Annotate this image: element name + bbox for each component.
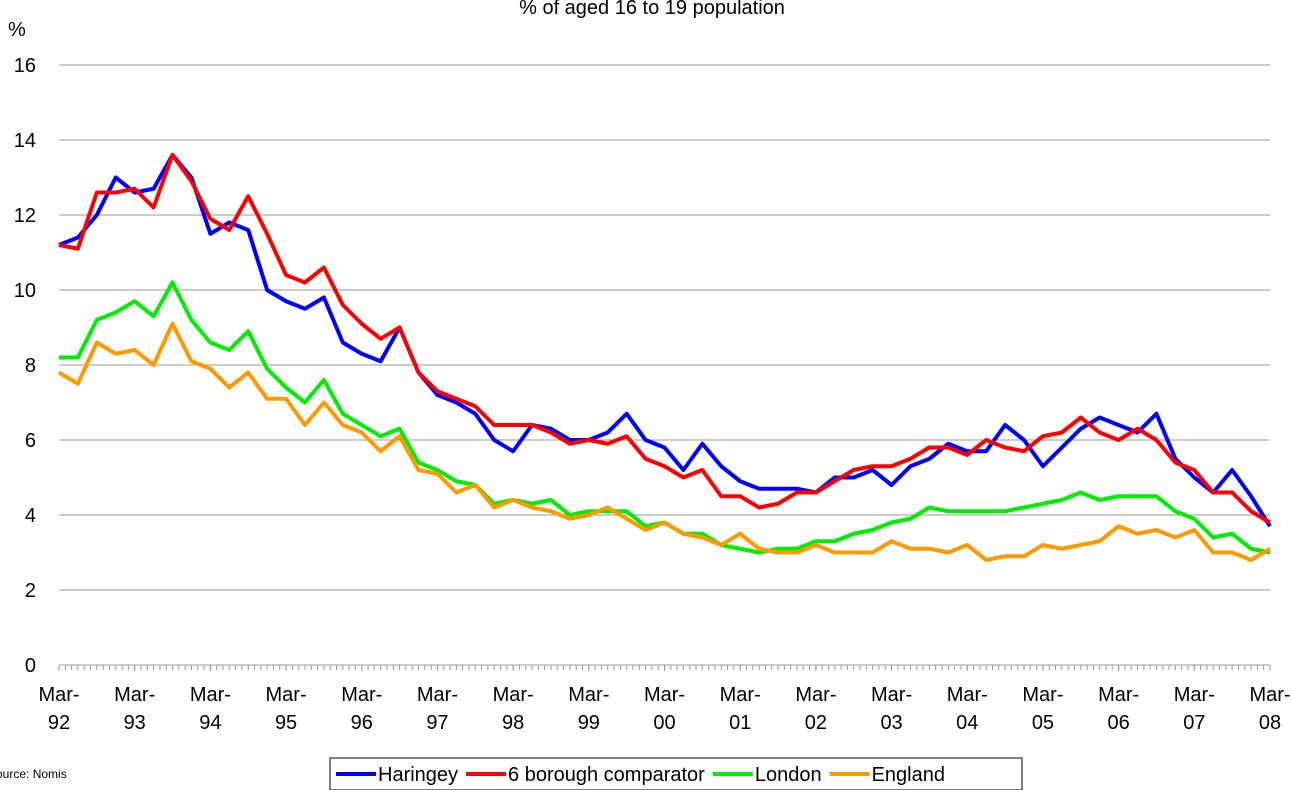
x-tick-label-line: 92 <box>48 712 70 734</box>
legend-label: 6 borough comparator <box>508 764 705 786</box>
chart-title: % of aged 16 to 19 population <box>519 0 785 19</box>
x-tick-label-line: Mar- <box>644 684 685 706</box>
x-tick-label: Mar- 01 <box>720 684 761 734</box>
x-tick-label: Mar- 93 <box>114 684 155 734</box>
x-tick-label-line: 98 <box>502 712 524 734</box>
x-tick-label-line: 96 <box>351 712 373 734</box>
x-tick-label: Mar- 92 <box>38 684 79 734</box>
x-tick-label-line: Mar- <box>871 684 912 706</box>
series-line <box>59 280 1271 555</box>
x-tick-label-line: 00 <box>653 712 675 734</box>
series-line <box>57 321 1272 562</box>
x-tick-label-line: 94 <box>199 712 221 734</box>
x-tick-label-line: 93 <box>124 712 146 734</box>
legend-box <box>329 757 1023 790</box>
legend-label: England <box>872 764 945 786</box>
x-tick-label-line: 06 <box>1108 712 1130 734</box>
x-tick-label-line: Mar- <box>1022 684 1063 706</box>
x-tick-label: Mar- 97 <box>417 684 458 734</box>
x-tick-label-line: Mar- <box>190 684 231 706</box>
x-tick-label-line: Mar- <box>1098 684 1139 706</box>
x-tick-label: Mar- 05 <box>1022 684 1063 734</box>
legend-label: London <box>755 764 822 786</box>
x-tick-label: Mar- 99 <box>568 684 609 734</box>
x-tick-label: Mar- 98 <box>493 684 534 734</box>
y-tick-label: 12 <box>14 205 36 227</box>
y-tick-label: 6 <box>25 430 36 452</box>
series-line <box>58 153 1272 528</box>
x-tick-label-line: 04 <box>956 712 978 734</box>
y-tick-label: 8 <box>25 355 36 377</box>
x-tick-label: Mar- 08 <box>1249 684 1290 734</box>
x-tick-label-line: Mar- <box>266 684 307 706</box>
legend-label: Haringey <box>378 764 458 786</box>
y-axis-unit: % <box>8 19 26 41</box>
y-tick-label: 4 <box>25 505 36 527</box>
x-tick-label: Mar- 94 <box>190 684 231 734</box>
x-tick-label-line: 97 <box>426 712 448 734</box>
x-tick-label-line: 05 <box>1032 712 1054 734</box>
x-tick-label-line: 95 <box>275 712 297 734</box>
y-tick-label: 14 <box>14 130 36 152</box>
x-tick-label-line: 99 <box>578 712 600 734</box>
x-tick-label-line: Mar- <box>568 684 609 706</box>
x-tick-label-line: Mar- <box>341 684 382 706</box>
y-tick-label: 2 <box>25 580 36 602</box>
x-tick-label-line: Mar- <box>947 684 988 706</box>
x-tick-label: Mar- 03 <box>871 684 912 734</box>
x-tick-label: Mar- 07 <box>1174 684 1215 734</box>
x-tick-label-line: Mar- <box>493 684 534 706</box>
x-tick-label-line: Mar- <box>720 684 761 706</box>
series-line <box>58 153 1272 525</box>
x-tick-label: Mar- 00 <box>644 684 685 734</box>
y-tick-label: 16 <box>14 55 36 77</box>
x-tick-label-line: 07 <box>1183 712 1205 734</box>
x-tick-label-line: 03 <box>880 712 902 734</box>
x-tick-label-line: Mar- <box>114 684 155 706</box>
x-tick-label: Mar- 96 <box>341 684 382 734</box>
x-tick-label: Mar- 06 <box>1098 684 1139 734</box>
x-tick-label-line: 01 <box>729 712 751 734</box>
x-tick-label-line: Mar- <box>1249 684 1290 706</box>
x-tick-label-line: Mar- <box>417 684 458 706</box>
x-tick-label: Mar- 02 <box>795 684 836 734</box>
source-note: Source: Nomis <box>0 767 67 781</box>
x-tick-label: Mar- 95 <box>266 684 307 734</box>
x-tick-label-line: Mar- <box>1174 684 1215 706</box>
x-tick-label-line: 08 <box>1259 712 1281 734</box>
x-tick-label-line: 02 <box>805 712 827 734</box>
y-tick-label: 10 <box>14 280 36 302</box>
x-tick-label-line: Mar- <box>795 684 836 706</box>
y-tick-label: 0 <box>25 655 36 677</box>
x-tick-label-line: Mar- <box>38 684 79 706</box>
x-tick-label: Mar- 04 <box>947 684 988 734</box>
